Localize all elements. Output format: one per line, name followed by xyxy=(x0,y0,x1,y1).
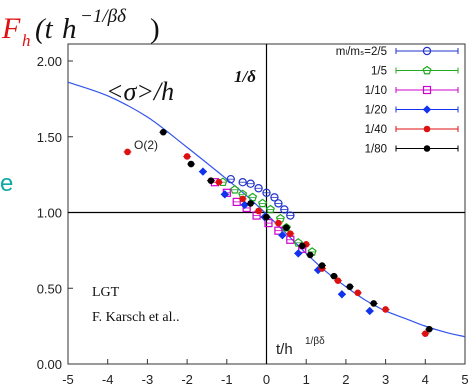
data-point-series-1 xyxy=(246,179,255,188)
curve-label: <σ>/h 1/δ xyxy=(106,67,256,106)
data-point-series-4 xyxy=(240,200,249,210)
data-point-series-1 xyxy=(262,188,271,198)
data-point-series-6 xyxy=(306,251,314,259)
title-main: F xyxy=(1,12,21,45)
x-tick-label: -5 xyxy=(62,372,74,387)
data-point-series-6 xyxy=(346,283,354,291)
data-point-series-1 xyxy=(238,177,247,187)
legend-label: 1/20 xyxy=(365,105,387,117)
data-point-series-6 xyxy=(263,213,270,221)
data-point-series-5 xyxy=(354,289,362,297)
x-tick-label: 0 xyxy=(263,372,270,387)
y-tick-label: 2.00 xyxy=(37,54,62,69)
data-point-series-5 xyxy=(422,330,429,338)
title-argument: (t xyxy=(35,13,54,45)
data-point-series-5 xyxy=(215,178,223,186)
legend-marker xyxy=(423,125,431,133)
data-point-series-5 xyxy=(124,148,131,156)
annotation-line-2: F. Karsch et al.. xyxy=(92,310,180,325)
left-edge-text: e xyxy=(0,170,13,197)
x-axis-label-exponent: 1/βδ xyxy=(305,336,325,347)
x-tick-label: -4 xyxy=(102,372,114,387)
y-tick-label: 1.50 xyxy=(37,130,62,145)
data-point-series-1 xyxy=(254,184,263,193)
data-point-series-1 xyxy=(280,205,289,214)
curve-name-label: O(2) xyxy=(134,138,158,152)
data-point-series-4 xyxy=(278,231,287,240)
data-point-series-2 xyxy=(265,204,275,214)
data-point-series-5 xyxy=(275,219,282,227)
data-point-series-6 xyxy=(298,242,306,250)
data-point-series-6 xyxy=(247,200,254,207)
data-point-series-3 xyxy=(232,197,241,206)
y-tick-label: 1.00 xyxy=(37,206,62,221)
legend-marker xyxy=(422,85,432,95)
data-point-series-2 xyxy=(230,185,240,194)
x-tick-label: -2 xyxy=(181,372,193,387)
y-axis: 0.00 0.50 1.00 1.50 2.00 xyxy=(37,54,73,372)
x-axis-label: t/h xyxy=(276,341,293,358)
data-point-series-6 xyxy=(283,224,290,231)
title-h: h xyxy=(62,13,77,45)
data-point-series-1 xyxy=(270,193,279,202)
data-point-series-1 xyxy=(286,211,295,220)
x-tick-label: 3 xyxy=(382,372,389,387)
title-paren-close: ) xyxy=(150,13,160,45)
data-point-series-6 xyxy=(207,177,215,184)
x-tick-label: -3 xyxy=(142,372,154,387)
x-tick-label: 5 xyxy=(461,372,468,387)
legend-label: 1/80 xyxy=(365,144,387,156)
data-point-series-6 xyxy=(330,272,338,280)
annotation-line-1: LGT xyxy=(92,285,120,300)
data-point-series-6 xyxy=(187,160,195,168)
title-subscript: h xyxy=(22,31,31,50)
data-point-series-5 xyxy=(183,153,191,160)
chart-title: F h (t h −1/βδ ) xyxy=(1,6,160,50)
data-point-series-6 xyxy=(318,262,326,269)
data-point-series-4 xyxy=(337,290,347,299)
y-tick-label: 0.50 xyxy=(37,281,62,296)
data-point-series-5 xyxy=(255,207,262,215)
y-tick-label: 0.00 xyxy=(37,357,62,372)
legend-label: 1/40 xyxy=(365,124,387,136)
legend-marker xyxy=(422,105,432,114)
data-point-series-5 xyxy=(239,195,246,203)
x-axis: -5 -4 -3 -2 -1 0 1 2 3 4 5 xyxy=(62,359,469,387)
legend-marker xyxy=(422,46,432,56)
data-point-series-4 xyxy=(220,190,229,199)
data-point-series-6 xyxy=(159,128,167,136)
data-point-series-4 xyxy=(198,167,208,176)
legend-label: 1/5 xyxy=(371,66,387,78)
x-tick-label: -1 xyxy=(221,372,233,387)
legend: mₗ/mₛ=2/5 1/5 1/10 1/20 1/40 1/80 xyxy=(336,46,459,156)
data-point-series-2 xyxy=(258,198,268,208)
legend-marker xyxy=(423,145,431,152)
x-tick-label: 4 xyxy=(422,372,429,387)
title-exponent: −1/βδ xyxy=(80,6,127,27)
x-tick-label: 2 xyxy=(342,372,349,387)
data-point-series-1 xyxy=(226,174,235,184)
data-point-series-6 xyxy=(370,300,377,307)
x-tick-label: 1 xyxy=(303,372,310,387)
legend-marker xyxy=(422,65,432,75)
data-point-series-2 xyxy=(248,192,258,202)
legend-label: 1/10 xyxy=(365,85,387,97)
data-points xyxy=(123,128,434,338)
o2-scaling-curve xyxy=(67,81,466,338)
curve-label-exponent: 1/δ xyxy=(234,67,256,86)
data-point-series-3 xyxy=(274,226,283,235)
curve-label-main: <σ>/h xyxy=(106,77,174,106)
data-point-series-5 xyxy=(382,306,389,313)
legend-label: mₗ/mₛ=2/5 xyxy=(336,46,387,58)
data-point-series-5 xyxy=(334,277,342,284)
data-point-series-1 xyxy=(274,199,283,208)
data-point-series-4 xyxy=(294,249,303,258)
data-point-series-4 xyxy=(365,306,374,316)
data-point-series-6 xyxy=(425,325,433,333)
data-point-series-5 xyxy=(287,230,294,238)
